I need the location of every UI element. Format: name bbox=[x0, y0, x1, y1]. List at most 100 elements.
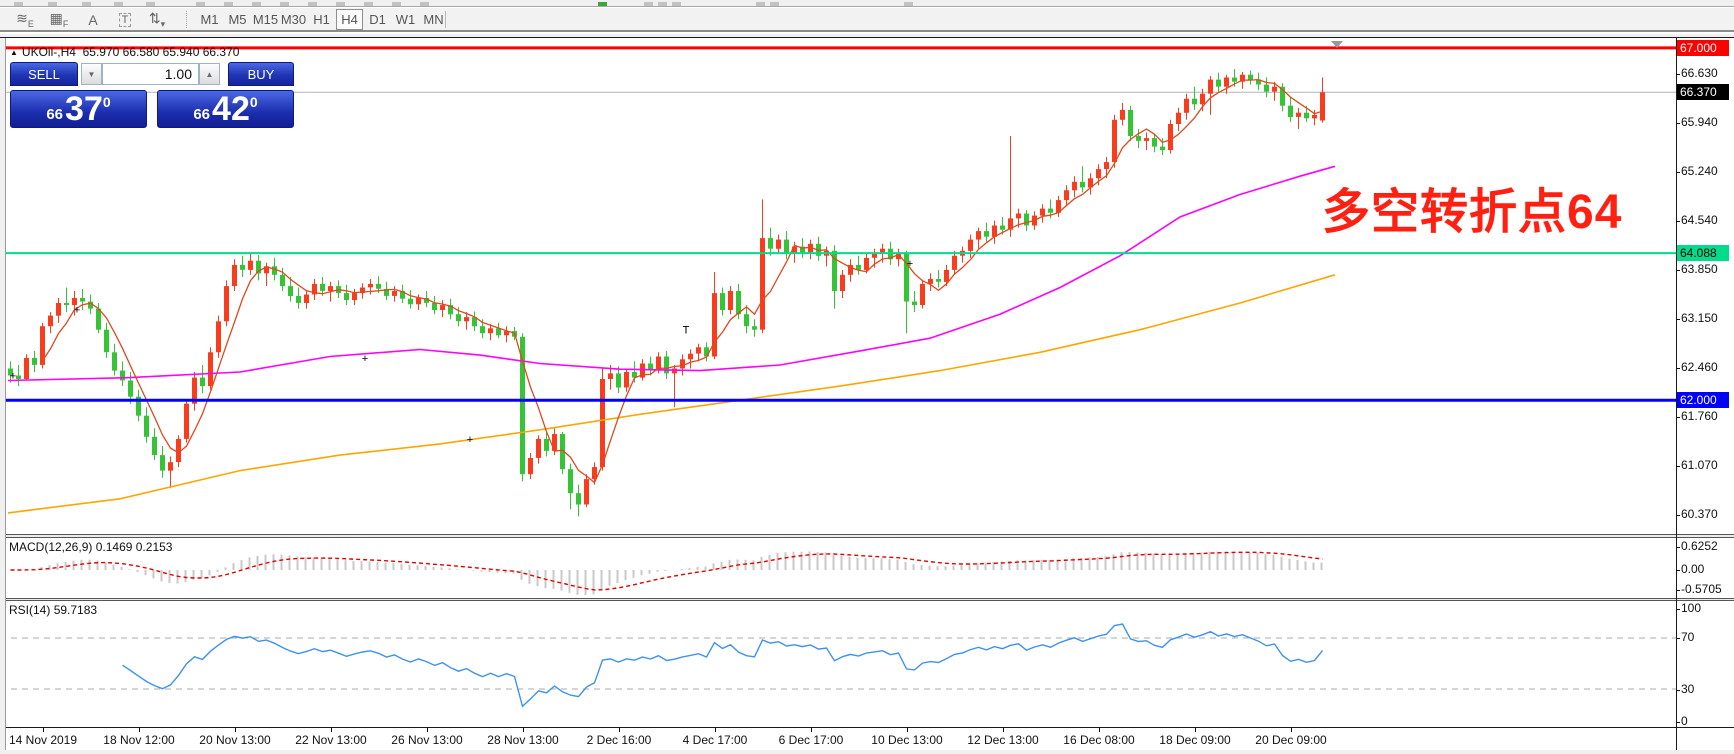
window-gap bbox=[0, 34, 1734, 37]
toolbar-separator bbox=[186, 11, 187, 28]
time-tick bbox=[1099, 727, 1100, 732]
time-tick bbox=[715, 727, 716, 732]
time-tick-label: 4 Dec 17:00 bbox=[682, 733, 748, 747]
price-tick bbox=[1676, 417, 1680, 418]
window-bottom-border bbox=[0, 750, 1734, 754]
price-tick-label: 66.630 bbox=[1681, 66, 1718, 80]
clipped-icon bbox=[904, 2, 913, 6]
time-tick bbox=[907, 727, 908, 732]
price-tick bbox=[1676, 123, 1680, 124]
macd-panel[interactable] bbox=[0, 538, 1676, 598]
clipped-icon bbox=[392, 2, 401, 6]
price-tick-label: 63.150 bbox=[1681, 311, 1718, 325]
timeframe-button-W1[interactable]: W1 bbox=[395, 12, 416, 27]
price-tick-label: 65.240 bbox=[1681, 164, 1718, 178]
price-tick-label: 61.760 bbox=[1681, 409, 1718, 423]
time-tick-label: 10 Dec 13:00 bbox=[871, 733, 943, 747]
clipped-icon bbox=[672, 2, 681, 6]
volume-input[interactable] bbox=[102, 63, 199, 85]
time-tick bbox=[619, 727, 620, 732]
time-tick-label: 18 Dec 09:00 bbox=[1159, 733, 1231, 747]
timeframe-button-H1[interactable]: H1 bbox=[313, 12, 330, 27]
volume-decrease-button[interactable]: ▼ bbox=[81, 63, 102, 85]
grid-f-icon[interactable]: ▦F bbox=[49, 10, 69, 29]
text-label-icon[interactable]: A bbox=[88, 11, 98, 28]
indicator-tick-label: -0.5705 bbox=[1681, 582, 1722, 596]
time-tick bbox=[43, 727, 44, 732]
symbol-period-label: UKOil-,H4 bbox=[21, 45, 76, 59]
panel-separator[interactable] bbox=[0, 598, 1734, 601]
main-chart-panel[interactable]: + + + + T + bbox=[0, 38, 1676, 534]
time-tick-label: 16 Dec 08:00 bbox=[1063, 733, 1135, 747]
time-tick-label: 12 Dec 13:00 bbox=[967, 733, 1039, 747]
indicator-tick-label: 30 bbox=[1681, 682, 1695, 696]
price-tick bbox=[1676, 466, 1680, 467]
volume-increase-button[interactable]: ▲ bbox=[199, 63, 220, 85]
indicator-tick-label: 70 bbox=[1681, 630, 1695, 644]
hline-price-badge: 67.000 bbox=[1677, 40, 1729, 56]
text-box-icon[interactable]: T bbox=[110, 9, 140, 30]
toolbar: ≋E ▦F A T ⇅▾ M1 M5 M15 M30 H1 H4 D1 W1 MN bbox=[0, 8, 1734, 32]
sell-button[interactable]: SELL bbox=[10, 62, 78, 86]
timeframe-button-MN[interactable]: MN bbox=[423, 12, 444, 27]
time-tick-label: 6 Dec 17:00 bbox=[778, 733, 844, 747]
clipped-icon bbox=[14, 2, 23, 6]
svg-text:+: + bbox=[74, 304, 80, 316]
buy-button[interactable]: BUY bbox=[228, 62, 294, 86]
clipped-icon bbox=[252, 2, 261, 6]
collapse-icon[interactable]: ▲ bbox=[10, 48, 18, 57]
time-tick-label: 18 Nov 12:00 bbox=[103, 733, 175, 747]
toolbar-separator bbox=[445, 11, 446, 28]
indicator-tick bbox=[1676, 590, 1680, 591]
clipped-icon bbox=[336, 2, 345, 6]
clipped-icon bbox=[598, 2, 607, 6]
price-tick bbox=[1676, 172, 1680, 173]
timeframe-button-D1[interactable]: D1 bbox=[369, 12, 386, 27]
time-tick bbox=[811, 727, 812, 732]
timeframe-button-H4[interactable]: H4 bbox=[336, 9, 363, 30]
ask-price-panel[interactable]: 66 42 0 bbox=[157, 90, 294, 128]
time-tick bbox=[1291, 727, 1292, 732]
price-tick-label: 60.370 bbox=[1681, 507, 1718, 521]
cycle-arrows-icon[interactable]: ⇅▾ bbox=[148, 9, 166, 29]
hline-price-badge: 62.000 bbox=[1677, 392, 1729, 408]
rsi-panel[interactable] bbox=[0, 601, 1676, 727]
ask-pips: 42 bbox=[212, 90, 250, 129]
clipped-icon bbox=[770, 2, 779, 6]
time-tick bbox=[427, 727, 428, 732]
clipped-icon bbox=[48, 2, 57, 6]
indicator-tick-label: 0 bbox=[1681, 714, 1688, 728]
price-tick bbox=[1676, 270, 1680, 271]
bid-whole: 66 bbox=[46, 106, 64, 123]
hline-price-badge: 64.088 bbox=[1677, 245, 1729, 261]
time-tick bbox=[523, 727, 524, 732]
one-click-trade-widget: SELL ▼ ▲ BUY 66 37 0 66 42 0 bbox=[10, 62, 294, 128]
timeframe-button-M5[interactable]: M5 bbox=[228, 12, 247, 27]
time-tick-label: 20 Nov 13:00 bbox=[199, 733, 271, 747]
price-tick-label: 65.940 bbox=[1681, 115, 1718, 129]
indicator-tick bbox=[1676, 690, 1680, 691]
time-tick bbox=[1195, 727, 1196, 732]
macd-values: 0.1469 0.2153 bbox=[95, 540, 173, 554]
time-tick-label: 26 Nov 13:00 bbox=[391, 733, 463, 747]
macd-label: MACD(12,26,9) 0.1469 0.2153 bbox=[9, 540, 172, 554]
clipped-icon bbox=[114, 2, 123, 6]
timeframe-button-M1[interactable]: M1 bbox=[200, 12, 219, 27]
clipped-icon bbox=[420, 2, 429, 6]
time-tick bbox=[1003, 727, 1004, 732]
svg-text:+: + bbox=[10, 371, 16, 383]
svg-text:+: + bbox=[907, 258, 913, 270]
timeframe-button-M15[interactable]: M15 bbox=[252, 12, 279, 27]
bid-price-panel[interactable]: 66 37 0 bbox=[10, 90, 147, 128]
ask-whole: 66 bbox=[193, 106, 211, 123]
timeframe-button-M30[interactable]: M30 bbox=[280, 12, 307, 27]
ask-point: 0 bbox=[249, 94, 258, 110]
clipped-icon bbox=[308, 2, 317, 6]
indicators-icon[interactable]: ≋E bbox=[16, 10, 34, 29]
clipped-icon bbox=[364, 2, 373, 6]
svg-text:+: + bbox=[362, 353, 368, 365]
price-tick bbox=[1676, 368, 1680, 369]
clipped-icon bbox=[644, 2, 653, 6]
clipped-icon bbox=[224, 2, 233, 6]
panel-separator[interactable] bbox=[0, 534, 1734, 538]
